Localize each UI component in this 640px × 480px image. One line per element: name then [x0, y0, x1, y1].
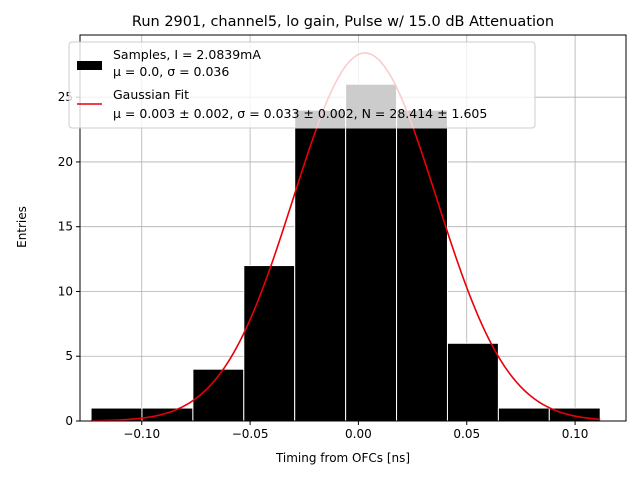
x-axis-label: Timing from OFCs [ns]: [275, 451, 410, 465]
x-tick-label: −0.05: [232, 427, 269, 441]
legend-fit-label: Gaussian Fit: [113, 87, 189, 102]
x-tick-label: 0.00: [345, 427, 372, 441]
legend-histogram-swatch: [77, 61, 102, 70]
axes-frame: [79, 34, 627, 422]
histogram-bar: [141, 407, 194, 422]
histogram-bar: [294, 109, 347, 422]
y-tick-label: 10: [58, 284, 73, 298]
y-tick-label: 0: [65, 414, 73, 428]
y-tick-label: 20: [58, 155, 73, 169]
histogram-bar: [497, 407, 550, 422]
histogram-bar: [243, 265, 296, 422]
x-tick-label: −0.10: [123, 427, 160, 441]
y-tick-label: 5: [65, 349, 73, 363]
y-axis-label: Entries: [15, 206, 29, 248]
y-tick-label: 15: [58, 220, 73, 234]
legend: Samples, I = 2.0839mA μ = 0.0, σ = 0.036…: [68, 41, 536, 129]
histogram-bar: [446, 342, 499, 422]
legend-histogram-stats: μ = 0.0, σ = 0.036: [113, 64, 229, 79]
histogram-bar: [396, 109, 448, 422]
legend-fit-stats: μ = 0.003 ± 0.002, σ = 0.033 ± 0.002, N …: [113, 106, 487, 121]
x-tick-label: 0.05: [453, 427, 480, 441]
chart-title: Run 2901, channel5, lo gain, Pulse w/ 15…: [132, 14, 554, 30]
legend-box: [68, 41, 536, 129]
legend-histogram-label: Samples, I = 2.0839mA: [113, 47, 261, 62]
histogram-bars: [90, 83, 601, 422]
histogram-bar: [345, 83, 398, 422]
x-tick-label: 0.10: [562, 427, 589, 441]
